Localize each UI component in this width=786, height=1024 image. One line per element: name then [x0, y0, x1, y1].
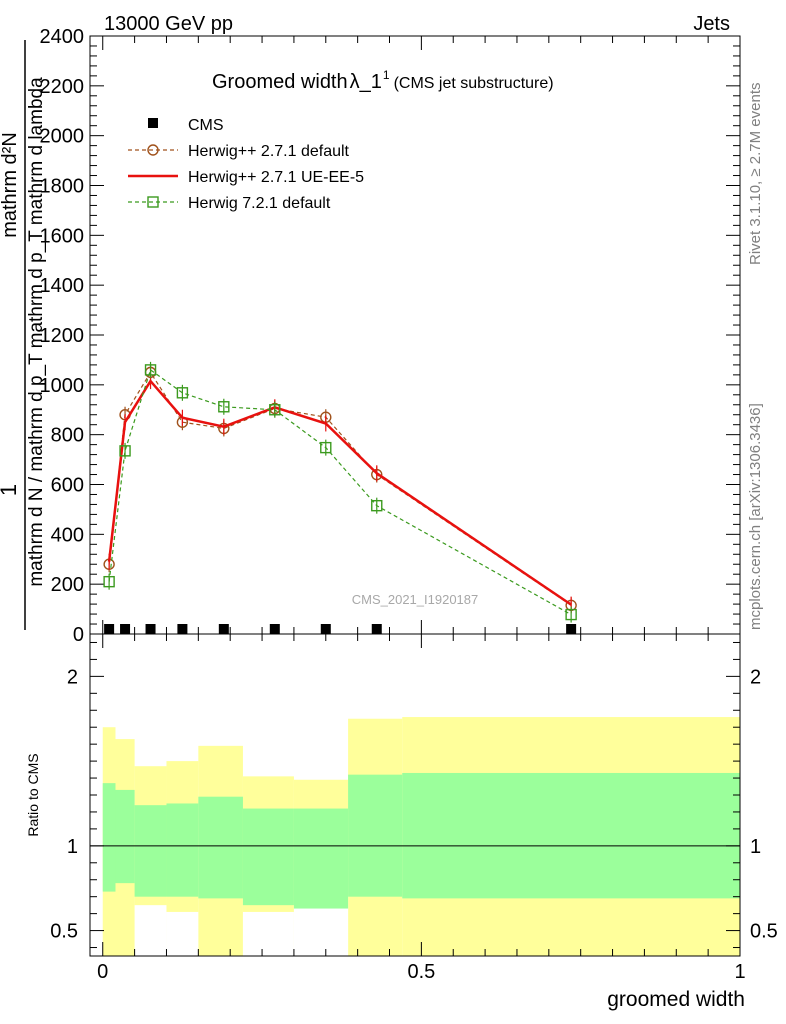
main-y-tick-label: 800	[51, 425, 84, 447]
main-y-tick-label: 2400	[40, 26, 85, 48]
main-y-tick-label: 1200	[40, 325, 85, 347]
cms-data-point	[120, 624, 131, 634]
process-label: Jets	[693, 13, 730, 35]
inner-band-bin	[166, 803, 199, 897]
series-point-2	[144, 364, 157, 376]
main-y-ticks: 0 200 400 600 800 1000 1200 1400 1600 1800 2000 220…	[40, 26, 740, 646]
main-y-tick-label: 600	[51, 475, 84, 497]
analysis-id: CMS_2021_I1920187	[352, 592, 479, 607]
cms-data-point	[269, 624, 280, 634]
main-y-tick-label: 1000	[40, 375, 85, 397]
ratio-y-tick-label-left: 1	[67, 836, 78, 858]
y-label-numerator: 1	[0, 484, 21, 496]
title-sup: 1	[383, 68, 390, 82]
y-label-num-side: mathrm d²N	[0, 132, 21, 238]
main-y-tick-label: 2000	[40, 126, 85, 148]
inner-band-bin	[242, 808, 294, 906]
cms-data-point	[371, 624, 382, 634]
main-y-tick-label: 200	[51, 574, 84, 596]
legend-herwig-default-label: Herwig++ 2.7.1 default	[188, 143, 350, 160]
inner-band-bin	[198, 796, 243, 899]
main-y-label: 1 mathrm d²N mathrm d N / mathrm d p_T m…	[0, 40, 47, 630]
ratio-y-label: Ratio to CMS	[25, 753, 41, 836]
rivet-label: Rivet 3.1.10, ≥ 2.7M events	[747, 83, 764, 266]
main-series	[103, 361, 577, 623]
x-ticks: 0 0.5 1	[97, 36, 746, 983]
legend-herwig-default-marker	[147, 144, 159, 156]
band-gap	[242, 911, 294, 956]
x-tick-label: 1	[734, 961, 745, 983]
band-gap	[166, 911, 199, 956]
series-line-1	[107, 379, 572, 606]
series-point-2	[320, 441, 332, 454]
title-lambda: λ_1	[350, 71, 382, 93]
x-tick-label: 0.5	[407, 961, 435, 983]
cms-markers	[104, 624, 577, 634]
series-point-2	[565, 608, 577, 621]
x-tick-label: 0	[97, 961, 108, 983]
cms-data-point	[177, 624, 188, 634]
inner-band-bin	[134, 805, 167, 897]
series-point-2	[176, 387, 189, 399]
series-point-2	[218, 401, 230, 413]
y-label-den-side: mathrm d N / mathrm d p_T mathrm d p_T m…	[26, 77, 47, 587]
inner-band-bin	[402, 772, 740, 899]
main-y-tick-label: 400	[51, 524, 84, 546]
cms-data-point	[145, 624, 156, 634]
cms-data-point	[104, 624, 115, 634]
series-line-0	[108, 371, 572, 606]
ratio-y-ticks: 0.5 0.5 1 1 2 2	[50, 641, 778, 949]
x-axis-label: groomed width	[607, 988, 745, 1011]
legend-ue-ee5-label: Herwig++ 2.7.1 UE-EE-5	[188, 169, 364, 186]
ratio-bands	[102, 717, 740, 956]
title-paren: (CMS jet substructure)	[394, 75, 554, 92]
inner-band-bin	[348, 774, 403, 897]
main-y-tick-label: 1600	[40, 225, 85, 247]
legend: CMS Herwig++ 2.7.1 default Herwig++ 2.7.…	[128, 117, 364, 212]
ratio-y-tick-label-right: 1	[750, 836, 761, 858]
main-panel: 0 200 400 600 800 1000 1200 1400 1600 1800 2000 220…	[0, 26, 741, 646]
ratio-panel: 0.5 0.51 12 2 0 0.5 1 Ratio to CMS groomed wi…	[25, 36, 778, 1011]
legend-cms-label: CMS	[188, 117, 224, 134]
legend-herwig7-label: Herwig 7.2.1 default	[188, 195, 331, 212]
inner-band-bin	[115, 789, 135, 884]
cms-data-point	[566, 624, 577, 634]
series-point-2	[371, 499, 383, 512]
ratio-y-tick-label-left: 2	[67, 666, 78, 688]
main-y-tick-label: 1400	[40, 275, 85, 297]
chart-title: Groomed width λ_11 (CMS jet substructure)	[212, 68, 554, 93]
ratio-y-tick-label-left: 0.5	[50, 921, 78, 943]
band-gap	[134, 905, 167, 956]
series-point-2	[119, 445, 131, 457]
series-point-2	[103, 575, 115, 588]
main-y-tick-label: 0	[73, 624, 84, 646]
inner-band-bin	[293, 808, 349, 909]
legend-herwig7-marker	[147, 196, 159, 208]
energy-label: 13000 GeV pp	[104, 13, 233, 35]
legend-cms-marker	[148, 118, 158, 128]
main-y-tick-label: 2200	[40, 76, 85, 98]
ratio-y-tick-label-right: 2	[750, 666, 761, 688]
title-main: Groomed width	[212, 71, 348, 93]
ratio-y-tick-label-right: 0.5	[750, 921, 778, 943]
series-point-2	[269, 404, 281, 416]
series-line-2	[108, 368, 572, 616]
inner-band-bin	[102, 783, 116, 892]
main-y-tick-label: 1800	[40, 176, 85, 198]
mcplots-label: mcplots.cern.ch [arXiv:1306.3436]	[747, 403, 764, 630]
cms-data-point	[218, 624, 229, 634]
